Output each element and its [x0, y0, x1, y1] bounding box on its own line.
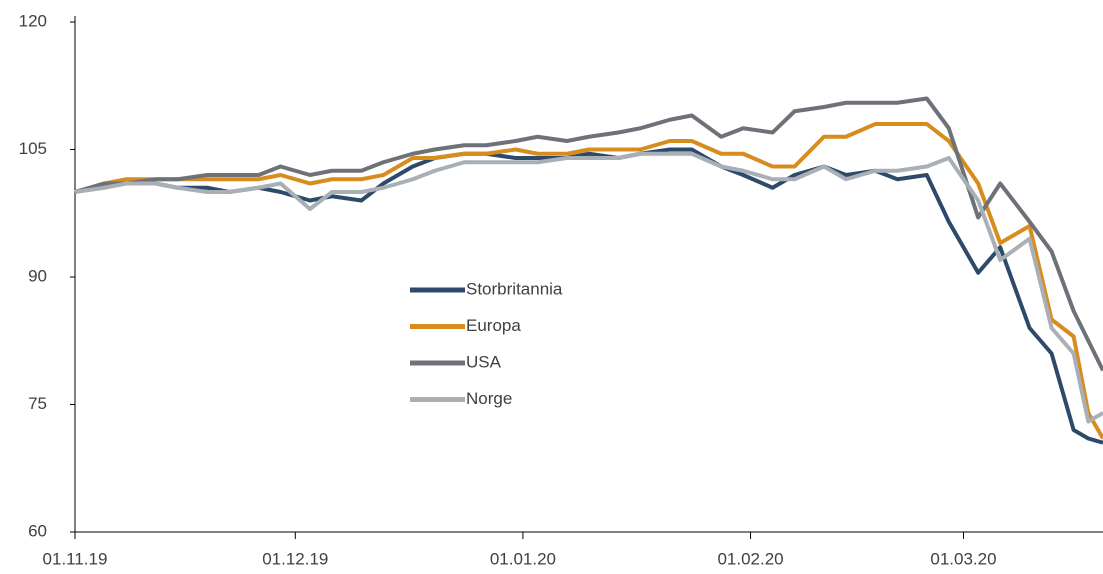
legend-label: Europa — [466, 316, 521, 335]
y-tick-label: 105 — [19, 139, 47, 158]
legend-label: USA — [466, 352, 502, 371]
legend-label: Norge — [466, 389, 512, 408]
x-tick-label: 01.11.19 — [43, 549, 108, 568]
series-line — [74, 96, 1103, 372]
x-tick-label: 01.02.20 — [717, 549, 783, 568]
axes: 60 75 90 105 120 01.11.19 01.12.19 01.01.20 01.0… — [19, 11, 1103, 568]
y-tick-label: 60 — [28, 521, 47, 540]
legend: Storbritannia Europa USA Norge — [410, 279, 563, 408]
x-tick-label: 01.01.20 — [490, 549, 556, 568]
series-line — [74, 151, 1103, 424]
x-tick-label: 01.03.20 — [930, 549, 996, 568]
y-tick-label: 120 — [19, 11, 47, 30]
y-tick-label: 90 — [28, 266, 47, 285]
legend-label: Storbritannia — [466, 279, 563, 298]
x-tick-label: 01.12.19 — [262, 549, 328, 568]
series-line — [74, 122, 1103, 440]
y-tick-label: 75 — [28, 394, 47, 413]
lines — [74, 96, 1103, 445]
